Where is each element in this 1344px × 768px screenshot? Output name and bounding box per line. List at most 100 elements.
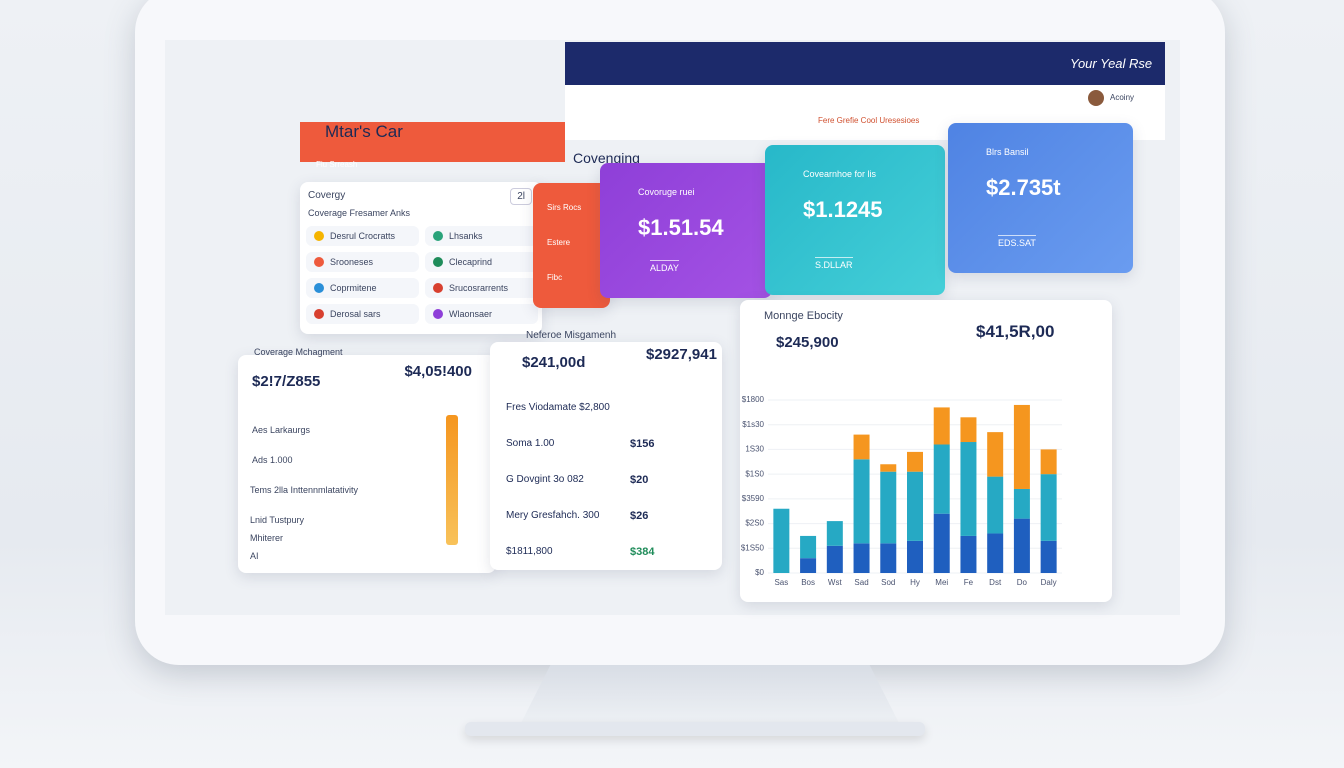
reference-row-label: $1811,800	[506, 546, 553, 557]
badge[interactable]: 2l	[510, 188, 532, 205]
kpi-card[interactable]: Covoruge ruei $1.51.54 ALDAY	[600, 163, 772, 298]
item-label: Derosal sars	[330, 309, 381, 319]
coverage-item[interactable]: Desrul Crocratts	[306, 226, 419, 246]
bar-segment	[907, 471, 923, 541]
right-value: $2927,941	[646, 346, 717, 363]
x-tick-label: Do	[1017, 578, 1028, 587]
kpi-label: Covoruge ruei	[638, 187, 695, 197]
bar-segment	[773, 508, 790, 573]
chart-panel: Monnge Ebocity $245,900 $41,5R,00 $0 $1S5…	[740, 300, 1112, 602]
reference-row-label: G Dovgint 3o 082	[506, 474, 584, 485]
item-icon	[433, 257, 443, 267]
item-icon	[433, 231, 443, 241]
x-tick-label: Hy	[910, 578, 920, 587]
top-right-title: Your Yeal Rse	[1070, 56, 1153, 71]
y-tick-label: $1S0	[745, 469, 764, 478]
panel-subtitle: Coverage Fresamer Anks	[308, 208, 411, 218]
reference-row-label: Soma 1.00	[506, 438, 555, 449]
bar-segment	[800, 558, 817, 573]
bar-segment	[880, 464, 897, 472]
x-tick-label: Bos	[801, 578, 815, 587]
management-panel: Coverage Mchagment $2!7/Z855 $4,05!400 A…	[238, 347, 496, 573]
avatar[interactable]	[1088, 90, 1104, 106]
management-row: Mhiterer	[250, 533, 284, 543]
kpi-label: Blrs Bansil	[986, 147, 1029, 157]
item-icon	[314, 283, 324, 293]
coverage-item[interactable]: Coprmitene	[306, 278, 419, 298]
chart-subtitle: $245,900	[776, 334, 839, 351]
coverage-item[interactable]: Wlaonsaer	[425, 304, 538, 324]
bar-segment	[987, 432, 1004, 477]
kpi-card[interactable]: Covearnhoe for lis $1.1245 S.DLLAR	[765, 145, 945, 295]
management-row: Tems 2lla Inttennmlatativity	[250, 485, 359, 495]
panel-title: Covergy	[308, 190, 346, 201]
user-name[interactable]: Acoiny	[1110, 93, 1135, 102]
x-tick-label: Sas	[774, 578, 788, 587]
panel-title: Coverage Mchagment	[254, 347, 343, 357]
reference-row-label: Mery Gresfahch. 300	[506, 510, 600, 521]
bar-segment	[933, 513, 950, 573]
bar-segment	[960, 417, 977, 443]
cards-heading: Covenging	[573, 150, 640, 166]
tab[interactable]: Fere Grefie Cool Uresesioes	[818, 116, 920, 125]
coverage-item[interactable]: Srucosrarrents	[425, 278, 538, 298]
bar-segment	[853, 543, 870, 573]
small-card-text: Fibc	[547, 273, 563, 282]
bar-segment	[1040, 474, 1057, 541]
small-card[interactable]: Sirs Rocs Estere Fibc	[533, 183, 610, 308]
bar-segment	[1013, 488, 1030, 519]
coverage-item[interactable]: Clecaprind	[425, 252, 538, 272]
y-tick-label: $2S0	[745, 519, 764, 528]
x-tick-label: Mei	[935, 578, 948, 587]
management-row: Ads 1.000	[252, 455, 293, 465]
item-label: Srooneses	[330, 257, 374, 267]
left-value: $241,00d	[522, 354, 586, 371]
bar-segment	[987, 533, 1004, 573]
y-tick-label: 1S30	[745, 445, 764, 454]
coverage-items: Desrul Crocratts Lhsanks Srooneses Clecapri…	[306, 226, 538, 324]
left-value: $2!7/Z855	[252, 373, 321, 390]
management-row: Aes Larkaurgs	[252, 425, 311, 435]
bar-segment	[960, 535, 977, 573]
coverage-item[interactable]: Derosal sars	[306, 304, 419, 324]
reference-row-value: $20	[630, 474, 649, 486]
progress-bar	[446, 415, 458, 545]
bar-segment	[800, 535, 817, 559]
kpi-value: $1.51.54	[638, 215, 724, 240]
bar-segment	[853, 434, 870, 460]
x-tick-label: Sod	[881, 578, 895, 587]
item-icon	[433, 309, 443, 319]
kpi-value: $2.735t	[986, 175, 1061, 200]
bar-segment	[907, 451, 923, 472]
section-label: Fiu Srreash	[316, 160, 358, 169]
small-card-text: Estere	[547, 238, 571, 247]
kpi-foot: ALDAY	[650, 260, 679, 273]
item-icon	[314, 257, 324, 267]
chart-title: Monnge Ebocity	[764, 310, 843, 322]
coverage-item[interactable]: Srooneses	[306, 252, 419, 272]
bar-segment	[933, 444, 950, 514]
small-card-text: Sirs Rocs	[547, 203, 582, 212]
item-label: Desrul Crocratts	[330, 231, 396, 241]
item-label: Lhsanks	[449, 231, 483, 241]
kpi-card[interactable]: Blrs Bansil $2.735t EDS.SAT	[948, 123, 1133, 273]
bar-segment	[826, 521, 843, 546]
bar-segment	[880, 471, 897, 544]
item-icon	[314, 309, 324, 319]
y-tick-label: $1s30	[742, 420, 764, 429]
panel-title: Neferoe Misgamenh	[526, 330, 617, 341]
header-red-band	[300, 122, 565, 162]
y-tick-label: $1S50	[741, 543, 765, 552]
reference-panel: Neferoe Misgamenh $241,00d $2927,941 Fre…	[490, 330, 722, 570]
bar-segment	[1013, 518, 1030, 573]
item-label: Wlaonsaer	[449, 309, 493, 319]
bar-segment	[1040, 540, 1057, 573]
y-tick-label: $1800	[742, 395, 765, 404]
reference-row-value: $384	[630, 546, 655, 558]
coverage-item[interactable]: Lhsanks	[425, 226, 538, 246]
kpi-label: Covearnhoe for lis	[803, 169, 877, 179]
item-label: Clecaprind	[449, 257, 493, 267]
bar-segment	[960, 442, 977, 536]
